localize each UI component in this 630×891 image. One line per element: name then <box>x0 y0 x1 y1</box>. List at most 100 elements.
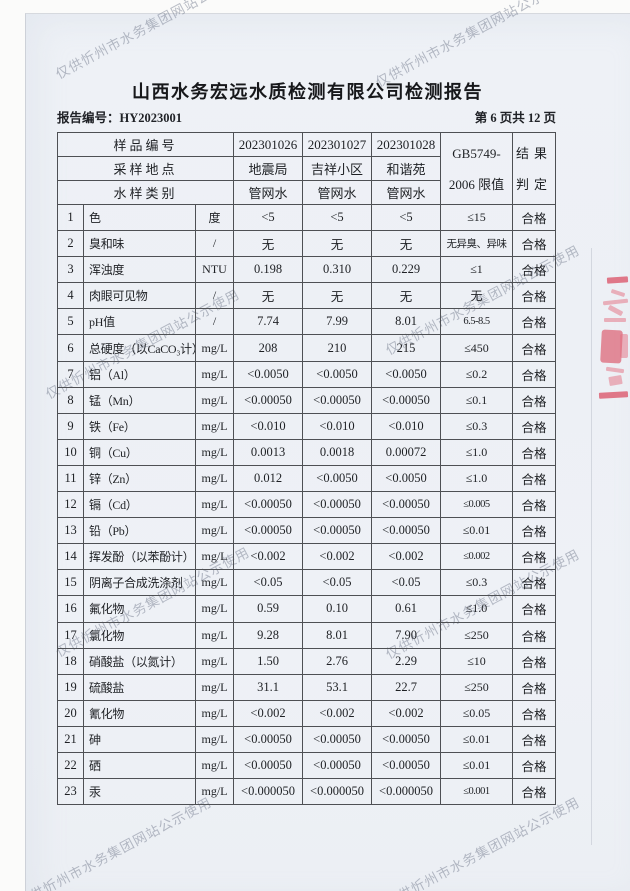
cell-row-number: 5 <box>57 308 84 336</box>
cell-result: 合格 <box>512 438 556 466</box>
cell-value-sample-3: <0.00050 <box>371 751 441 780</box>
cell-limit: ≤250 <box>440 673 513 701</box>
cell-result: 合格 <box>512 673 556 701</box>
cell-value-sample-1: <0.010 <box>233 412 303 440</box>
cell-param-name: 锰（Mn） <box>83 386 196 414</box>
cell-limit: ≤0.01 <box>440 517 513 545</box>
cell-result: 合格 <box>512 308 556 336</box>
cell-value-sample-2: <0.0050 <box>302 360 372 388</box>
cell-limit: ≤0.05 <box>440 699 513 727</box>
cell-limit: 无 <box>440 282 513 310</box>
cell-value-sample-2: <0.00050 <box>302 517 372 545</box>
cell-param-name: 浑浊度 <box>83 256 196 284</box>
cell-value-sample-2: <0.00050 <box>302 491 372 519</box>
location-2: 吉祥小区 <box>302 156 372 181</box>
cell-value-sample-2: 7.99 <box>302 308 372 336</box>
cell-unit: mg/L <box>195 569 234 597</box>
cell-value-sample-3: 无 <box>371 230 441 258</box>
cell-param-name: 肉眼可见物 <box>83 282 196 310</box>
cell-row-number: 12 <box>57 491 84 519</box>
cell-row-number: 7 <box>57 360 84 388</box>
cell-unit: mg/L <box>195 360 234 388</box>
cell-value-sample-3: 0.00072 <box>371 438 441 466</box>
cell-result: 合格 <box>512 334 556 362</box>
water-type-label: 水样类别 <box>57 180 234 205</box>
cell-value-sample-3: <0.00050 <box>371 386 441 414</box>
table-row: 10 铜（Cu） mg/L 0.0013 0.0018 0.00072 ≤1.0 合格 <box>57 438 556 466</box>
cell-param-name: 阴离子合成洗涤剂 <box>83 569 196 597</box>
cell-limit: ≤250 <box>440 621 513 649</box>
cell-value-sample-3: <0.00050 <box>371 725 441 753</box>
cell-limit: 6.5-8.5 <box>440 308 513 336</box>
cell-result: 合格 <box>512 543 556 571</box>
cell-result: 合格 <box>512 412 556 440</box>
cell-unit: / <box>195 230 234 258</box>
cell-unit: mg/L <box>195 673 234 701</box>
cell-param-name: 镉（Cd） <box>83 491 196 519</box>
cell-value-sample-1: 0.59 <box>233 595 303 623</box>
cell-row-number: 16 <box>57 595 84 623</box>
cell-unit: mg/L <box>195 491 234 519</box>
cell-value-sample-2: 53.1 <box>302 673 372 701</box>
cell-value-sample-3: <5 <box>371 203 441 232</box>
cell-param-name: 铝（Al） <box>83 360 196 388</box>
cell-param-name: 总硬度（以CaCO₃计） <box>83 334 196 362</box>
cell-value-sample-1: <0.00050 <box>233 751 303 780</box>
cell-row-number: 3 <box>57 256 84 284</box>
cell-value-sample-3: <0.0050 <box>371 360 441 388</box>
cell-value-sample-1: <0.00050 <box>233 491 303 519</box>
cell-row-number: 21 <box>57 725 84 753</box>
cell-row-number: 13 <box>57 517 84 545</box>
cell-result: 合格 <box>512 282 556 310</box>
water-type-1: 管网水 <box>233 180 303 205</box>
table-row: 7 铝（Al） mg/L <0.0050 <0.0050 <0.0050 ≤0.2 合格 <box>57 360 556 388</box>
cell-result: 合格 <box>512 569 556 597</box>
cell-unit: mg/L <box>195 386 234 414</box>
cell-row-number: 15 <box>57 569 84 597</box>
cell-value-sample-2: <0.000050 <box>302 778 372 806</box>
cell-unit: mg/L <box>195 647 234 675</box>
cell-unit: mg/L <box>195 778 234 806</box>
cell-result: 合格 <box>512 778 556 806</box>
cell-value-sample-2: 2.76 <box>302 647 372 675</box>
cell-value-sample-3: 无 <box>371 282 441 310</box>
cell-value-sample-1: 208 <box>233 334 303 362</box>
cell-value-sample-2: <0.0050 <box>302 464 372 493</box>
table-row: 22 硒 mg/L <0.00050 <0.00050 <0.00050 ≤0.01 合格 <box>57 751 556 780</box>
limit-header-line2: 2006 限值 <box>448 176 505 192</box>
cell-result: 合格 <box>512 751 556 780</box>
cell-limit: ≤0.1 <box>440 386 513 414</box>
table-row: 14 挥发酚（以苯酚计） mg/L <0.002 <0.002 <0.002 ≤0.002 合… <box>57 543 556 571</box>
cell-row-number: 11 <box>57 464 84 493</box>
cell-unit: mg/L <box>195 412 234 440</box>
cell-value-sample-2: <0.00050 <box>302 725 372 753</box>
cell-value-sample-1: <0.002 <box>233 543 303 571</box>
table-row: 20 氰化物 mg/L <0.002 <0.002 <0.002 ≤0.05 合格 <box>57 699 556 727</box>
cell-row-number: 1 <box>57 203 84 232</box>
cell-value-sample-3: <0.002 <box>371 699 441 727</box>
table-row: 3 浑浊度 NTU 0.198 0.310 0.229 ≤1 合格 <box>57 256 556 284</box>
cell-value-sample-1: <0.000050 <box>233 778 303 806</box>
cell-value-sample-1: <0.00050 <box>233 725 303 753</box>
sample-no-label: 样品编号 <box>57 132 234 157</box>
cell-unit: mg/L <box>195 464 234 493</box>
report-title: 山西水务宏远水质检测有限公司检测报告 <box>132 82 483 102</box>
table-row: 19 硫酸盐 mg/L 31.1 53.1 22.7 ≤250 合格 <box>57 673 556 701</box>
cell-unit: mg/L <box>195 438 234 466</box>
cell-limit: ≤1.0 <box>440 464 513 493</box>
cell-limit: ≤0.01 <box>440 751 513 780</box>
cell-value-sample-3: 7.90 <box>371 621 441 649</box>
cell-value-sample-2: 无 <box>302 282 372 310</box>
cell-unit: mg/L <box>195 621 234 649</box>
cell-value-sample-2: 无 <box>302 230 372 258</box>
cell-value-sample-1: <0.002 <box>233 699 303 727</box>
cell-unit: mg/L <box>195 595 234 623</box>
cell-value-sample-1: 0.198 <box>233 256 303 284</box>
cell-value-sample-3: <0.010 <box>371 412 441 440</box>
cell-unit: mg/L <box>195 751 234 780</box>
cell-param-name: 锌（Zn） <box>83 464 196 493</box>
cell-row-number: 20 <box>57 699 84 727</box>
cell-value-sample-2: <5 <box>302 203 372 232</box>
cell-limit: ≤0.2 <box>440 360 513 388</box>
cell-result: 合格 <box>512 464 556 493</box>
